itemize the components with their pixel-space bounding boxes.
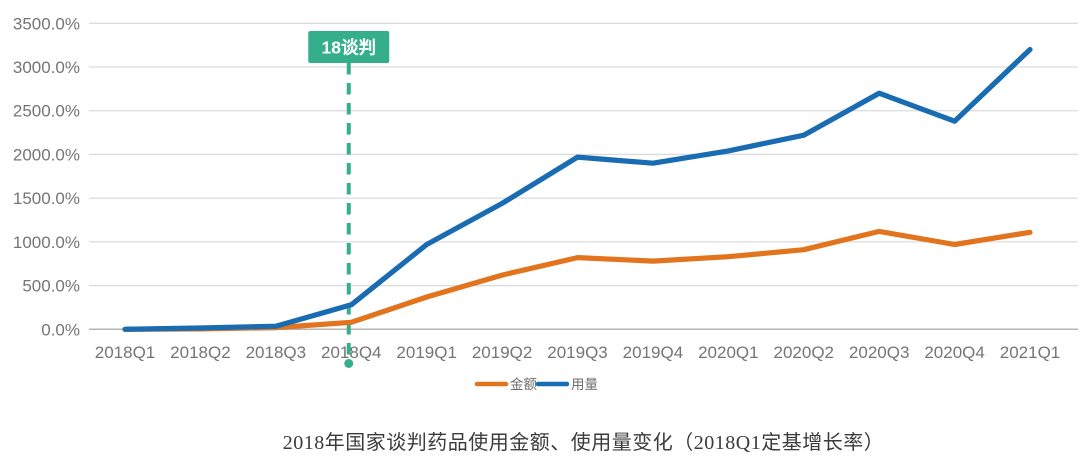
x-axis-label: 2019Q2 bbox=[472, 343, 533, 362]
x-axis-label: 2018Q3 bbox=[246, 343, 307, 362]
chart-svg: 0.0% 500.0% 1000.0% 1500.0% 2000.0% 2500.0% 30… bbox=[13, 14, 1078, 392]
annotation-box bbox=[308, 31, 390, 63]
annotation-dot bbox=[344, 359, 354, 368]
x-axis-label: 2020Q1 bbox=[698, 343, 759, 362]
x-axis-label: 2019Q3 bbox=[547, 343, 608, 362]
y-axis-label: 3500.0% bbox=[13, 14, 80, 33]
chart-title: 2018年国家谈判药品使用金额、使用量变化（2018Q1定基增长率） bbox=[282, 432, 885, 454]
line-chart: 0.0% 500.0% 1000.0% 1500.0% 2000.0% 2500.0% 30… bbox=[13, 14, 1078, 392]
x-axis-label: 2019Q4 bbox=[623, 343, 684, 362]
legend-label-volume: 用量 bbox=[571, 377, 598, 392]
x-axis-label: 2019Q1 bbox=[396, 343, 457, 362]
y-axis-label: 3000.0% bbox=[13, 58, 80, 77]
series-line-amount bbox=[122, 228, 1033, 332]
x-axis-label: 2020Q3 bbox=[849, 343, 910, 362]
y-axis-label: 500.0% bbox=[22, 277, 80, 296]
x-axis-label: 2020Q4 bbox=[924, 343, 985, 362]
x-axis-label: 2018Q4 bbox=[321, 343, 382, 362]
y-axis-label: 1500.0% bbox=[13, 189, 80, 208]
y-axis-label: 1000.0% bbox=[13, 233, 80, 252]
x-axis-label: 2018Q1 bbox=[95, 343, 156, 362]
annotation-label: 18谈判 bbox=[322, 38, 376, 58]
series-line-volume bbox=[122, 46, 1033, 332]
legend-label-amount: 金额 bbox=[510, 377, 538, 392]
y-axis-label: 0.0% bbox=[41, 320, 80, 339]
x-axis-label: 2021Q1 bbox=[1000, 343, 1061, 362]
y-axis-label: 2000.0% bbox=[13, 145, 80, 164]
y-axis-label: 2500.0% bbox=[13, 102, 80, 121]
x-axis-label: 2020Q2 bbox=[774, 343, 835, 362]
x-axis-label: 2018Q2 bbox=[170, 343, 231, 362]
